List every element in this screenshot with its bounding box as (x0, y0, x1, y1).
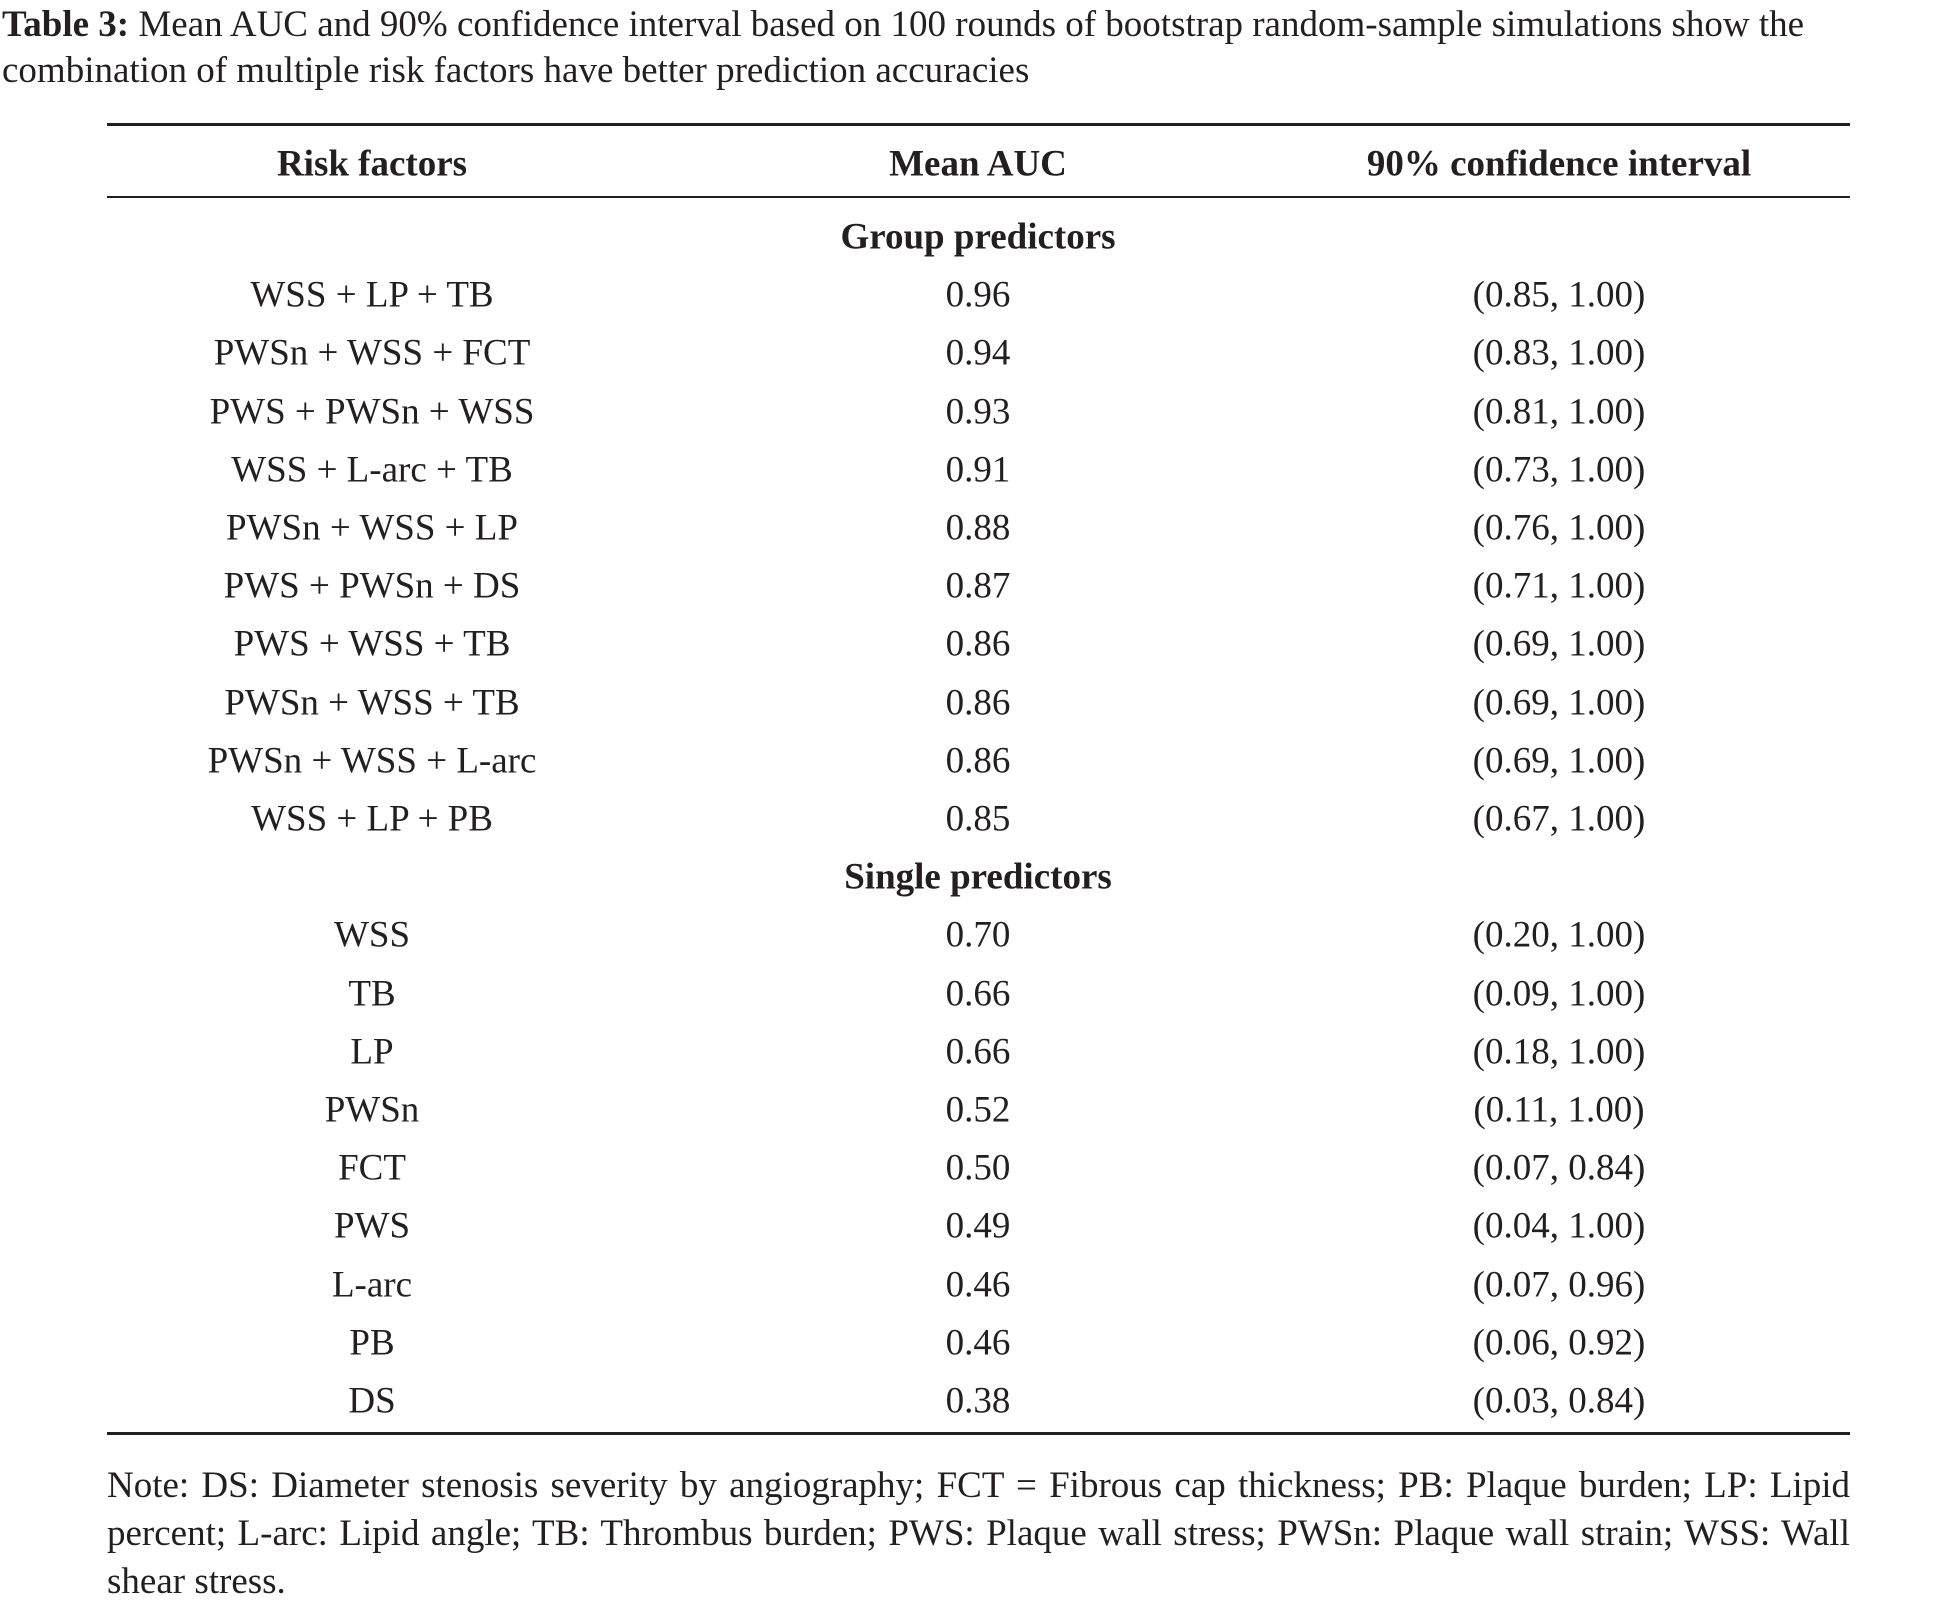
group-title: Group predictors (840, 216, 1116, 258)
confidence-interval: (0.83, 1.00) (1472, 332, 1646, 374)
confidence-interval: (0.06, 0.92) (1472, 1322, 1646, 1364)
risk-factor: WSS + L-arc + TB (231, 449, 513, 491)
risk-factor: L-arc (331, 1264, 413, 1306)
confidence-interval: (0.18, 1.00) (1472, 1031, 1646, 1073)
mean-auc: 0.66 (945, 973, 1011, 1015)
mean-auc: 0.94 (945, 332, 1011, 374)
confidence-interval: (0.69, 1.00) (1472, 682, 1646, 724)
risk-factor: PWS + PWSn + DS (223, 565, 521, 607)
mean-auc: 0.46 (945, 1264, 1011, 1306)
header-rule (107, 196, 1850, 198)
confidence-interval: (0.69, 1.00) (1472, 623, 1646, 665)
risk-factor: PWS + PWSn + WSS (209, 391, 535, 433)
bottom-rule (107, 1432, 1850, 1435)
risk-factor: WSS (333, 914, 411, 956)
confidence-interval: (0.20, 1.00) (1472, 914, 1646, 956)
confidence-interval: (0.85, 1.00) (1472, 274, 1646, 316)
column-header: Mean AUC (889, 143, 1067, 185)
mean-auc: 0.46 (945, 1322, 1011, 1364)
risk-factor: FCT (338, 1147, 406, 1189)
mean-auc: 0.85 (945, 798, 1011, 840)
mean-auc: 0.91 (945, 449, 1011, 491)
risk-factor: WSS + LP + TB (250, 274, 494, 316)
confidence-interval: (0.07, 0.96) (1472, 1264, 1646, 1306)
confidence-interval: (0.09, 1.00) (1472, 973, 1646, 1015)
confidence-interval: (0.76, 1.00) (1472, 507, 1646, 549)
mean-auc: 0.86 (945, 623, 1011, 665)
risk-factor: PWSn + WSS + LP (226, 507, 518, 549)
caption: Table 3: Mean AUC and 90% confidence int… (2, 2, 1957, 94)
risk-factor: PWSn + WSS + TB (224, 682, 520, 724)
risk-factor: PWS + WSS + TB (233, 623, 511, 665)
risk-factor: PWSn + WSS + FCT (213, 332, 531, 374)
risk-factor: WSS + LP + PB (251, 798, 493, 840)
confidence-interval: (0.81, 1.00) (1472, 391, 1646, 433)
mean-auc: 0.49 (945, 1205, 1011, 1247)
caption-label: Table 3: (2, 4, 130, 45)
mean-auc: 0.86 (945, 740, 1011, 782)
mean-auc: 0.50 (945, 1147, 1011, 1189)
mean-auc: 0.86 (945, 682, 1011, 724)
risk-factor: PWS (333, 1205, 411, 1247)
confidence-interval: (0.73, 1.00) (1472, 449, 1646, 491)
mean-auc: 0.96 (945, 274, 1011, 316)
risk-factor: PB (349, 1322, 395, 1364)
top-rule (107, 123, 1850, 126)
confidence-interval: (0.71, 1.00) (1472, 565, 1646, 607)
mean-auc: 0.52 (945, 1089, 1011, 1131)
confidence-interval: (0.07, 0.84) (1472, 1147, 1646, 1189)
risk-factor: PWSn + WSS + L-arc (207, 740, 537, 782)
confidence-interval: (0.69, 1.00) (1472, 740, 1646, 782)
confidence-interval: (0.04, 1.00) (1472, 1205, 1646, 1247)
mean-auc: 0.66 (945, 1031, 1011, 1073)
group-title: Single predictors (844, 856, 1112, 898)
risk-factor: PWSn (324, 1089, 420, 1131)
confidence-interval: (0.67, 1.00) (1472, 798, 1646, 840)
risk-factor: LP (350, 1031, 394, 1073)
column-header: 90% confidence interval (1366, 143, 1752, 185)
risk-factor: DS (348, 1380, 396, 1422)
mean-auc: 0.93 (945, 391, 1011, 433)
mean-auc: 0.87 (945, 565, 1011, 607)
mean-auc: 0.70 (945, 914, 1011, 956)
confidence-interval: (0.03, 0.84) (1472, 1380, 1646, 1422)
risk-factor: TB (348, 973, 396, 1015)
confidence-interval: (0.11, 1.00) (1473, 1089, 1645, 1131)
mean-auc: 0.88 (945, 507, 1011, 549)
column-header: Risk factors (276, 143, 468, 185)
note: Note: DS: Diameter stenosis severity by … (107, 1465, 1850, 1602)
mean-auc: 0.38 (945, 1380, 1011, 1422)
caption-text: Mean AUC and 90% confidence interval bas… (2, 4, 1805, 91)
